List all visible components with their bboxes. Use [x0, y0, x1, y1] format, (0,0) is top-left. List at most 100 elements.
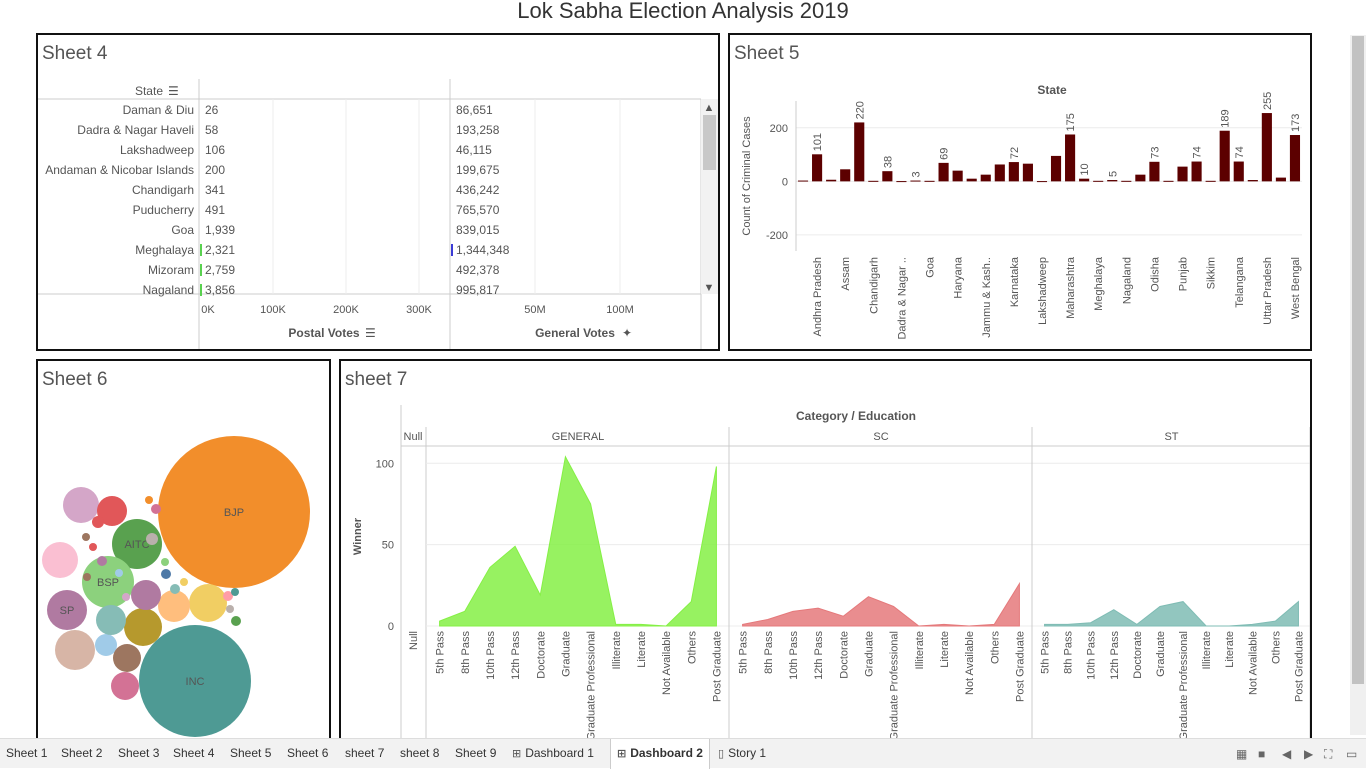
small-party-bubble: [122, 593, 130, 601]
tab-sheet-3[interactable]: Sheet 3: [112, 739, 165, 769]
tab-sheet-8[interactable]: sheet 8: [394, 739, 445, 769]
bar-label: 73: [1149, 147, 1161, 159]
tab-sheet-7[interactable]: sheet 7: [339, 739, 390, 769]
tab-story-1[interactable]: ▯ Story 1: [712, 739, 772, 769]
bar: [826, 179, 837, 182]
state-label: Nagaland: [143, 283, 194, 297]
sheet4-title: Sheet 4: [42, 43, 108, 64]
bar: [896, 181, 907, 183]
x-tick: Graduate: [1155, 631, 1167, 677]
area-series: [439, 455, 717, 627]
tab-label: sheet 7: [345, 746, 385, 760]
bar: [1050, 155, 1062, 182]
party-bubble: [97, 496, 127, 526]
bar: [1205, 180, 1216, 182]
x-tick: Goa: [925, 256, 937, 278]
x-tick: Meghalaya: [1093, 256, 1105, 311]
party-bubble: [95, 634, 117, 656]
small-party-bubble: [145, 496, 153, 504]
x-tick: Literate: [1224, 631, 1236, 668]
general-value: 86,651: [456, 103, 493, 117]
party-bubble: [158, 590, 190, 622]
tab-label: Sheet 5: [230, 746, 272, 760]
bar-label: 74: [1234, 146, 1246, 158]
general-tick: 100M: [606, 304, 634, 316]
sheet7-panel: sheet 7 Category / Education Winner Null Nu…: [339, 359, 1312, 744]
state-column-header: State: [135, 84, 163, 98]
x-tick: Graduate Professional: [1178, 631, 1190, 740]
grid-view-icon[interactable]: ▦: [1236, 747, 1248, 761]
x-tick: 5th Pass: [1040, 631, 1052, 674]
presentation-icon[interactable]: ▭: [1346, 747, 1358, 761]
bar-label: 175: [1065, 113, 1077, 131]
small-party-bubble: [92, 516, 104, 528]
bar: [1093, 180, 1104, 182]
bar: [882, 171, 893, 182]
x-tick: 12th Pass: [510, 631, 522, 680]
tab-sheet-2[interactable]: Sheet 2: [55, 739, 108, 769]
tab-sheet-4[interactable]: Sheet 4: [167, 739, 220, 769]
tab-sheet-9[interactable]: Sheet 9: [449, 739, 502, 769]
x-tick: 12th Pass: [1109, 631, 1121, 680]
postal-value: 1,939: [205, 223, 235, 237]
sheet6-panel: Sheet 6 BJP INC AITC BSP SP: [36, 359, 331, 744]
tab-dashboard-1[interactable]: ⊞ Dashboard 1: [506, 739, 600, 769]
y-tick: -200: [766, 230, 788, 242]
x-tick: Post Graduate: [1014, 631, 1026, 702]
bar: [812, 154, 823, 182]
tab-sheet-1[interactable]: Sheet 1: [0, 739, 53, 769]
postal-bar: [200, 264, 202, 276]
tab-sheet-6[interactable]: Sheet 6: [281, 739, 334, 769]
x-tick: Uttar Pradesh: [1262, 257, 1274, 325]
small-party-bubble: [82, 533, 90, 541]
bar: [1177, 166, 1188, 182]
bar: [994, 164, 1005, 182]
general-value: 193,258: [456, 123, 500, 137]
bar-label: 189: [1220, 109, 1232, 127]
previous-sheet-icon[interactable]: ◀: [1282, 747, 1292, 761]
party-bubble: [131, 580, 161, 610]
y-tick: 100: [376, 458, 394, 470]
bar: [1219, 130, 1230, 182]
bar: [1107, 180, 1118, 182]
sheet4-table: State ☰ Daman & Diu 26 86,651 Dadra & Nagar H…: [38, 79, 718, 349]
category-header: SC: [873, 431, 888, 443]
page-scrollbar-thumb[interactable]: [1352, 36, 1364, 684]
bar: [797, 180, 809, 182]
pin-icon: ✦: [622, 326, 632, 340]
tab-sheet-5[interactable]: Sheet 5: [224, 739, 277, 769]
bar: [910, 180, 921, 182]
tab-dashboard-2[interactable]: ⊞ Dashboard 2: [610, 739, 710, 769]
scroll-down-icon: ▼: [704, 282, 715, 294]
party-bubble: [111, 672, 139, 700]
small-party-bubble: [231, 588, 239, 596]
y-tick: 0: [782, 176, 788, 188]
bar: [1036, 181, 1048, 183]
x-tick: 5th Pass: [738, 631, 750, 674]
bar-label: 72: [1009, 147, 1021, 159]
next-sheet-icon[interactable]: ▶: [1304, 747, 1314, 761]
bar-label: 255: [1262, 92, 1274, 110]
small-party-bubble: [161, 569, 171, 579]
party-label: BJP: [224, 507, 244, 519]
x-tick: Graduate: [560, 631, 572, 677]
fullscreen-icon[interactable]: ⛶: [1324, 747, 1333, 761]
area-series: [742, 581, 1020, 627]
state-label: Daman & Diu: [123, 103, 194, 117]
x-tick: 8th Pass: [763, 631, 775, 674]
bar: [1065, 134, 1076, 182]
x-tick: Chandigarh: [868, 257, 880, 314]
filmstrip-icon[interactable]: ■: [1258, 747, 1266, 761]
postal-votes-label: Postal Votes: [288, 326, 359, 340]
x-tick: Doctorate: [838, 631, 850, 679]
tab-label: Dashboard 1: [525, 746, 594, 760]
general-votes-label: General Votes: [535, 326, 615, 340]
x-tick: Telangana: [1234, 256, 1246, 308]
small-party-bubble: [223, 591, 233, 601]
bar-label: 74: [1192, 146, 1204, 158]
small-party-bubble: [170, 584, 180, 594]
bar: [854, 122, 865, 182]
x-tick: Maharashtra: [1065, 256, 1077, 319]
party-bubble: [42, 542, 78, 578]
state-label: Puducherry: [133, 203, 194, 217]
